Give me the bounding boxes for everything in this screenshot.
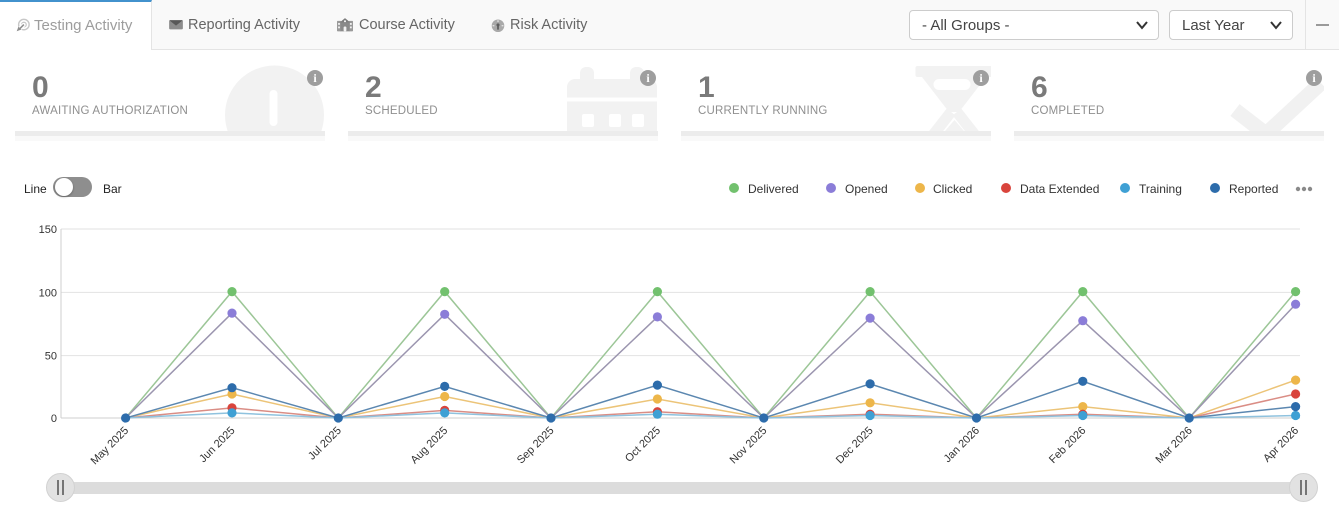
svg-text:Dec 2025: Dec 2025	[834, 425, 876, 467]
svg-text:100: 100	[39, 287, 57, 299]
svg-text:Mar 2026: Mar 2026	[1153, 425, 1194, 466]
svg-text:Apr 2026: Apr 2026	[1261, 425, 1301, 465]
svg-text:Oct 2025: Oct 2025	[623, 425, 663, 465]
svg-text:Nov 2025: Nov 2025	[728, 425, 770, 467]
svg-text:150: 150	[39, 224, 57, 236]
svg-text:Jun 2025: Jun 2025	[197, 425, 237, 465]
svg-text:Aug 2025: Aug 2025	[409, 425, 451, 467]
svg-text:Jan 2026: Jan 2026	[942, 425, 982, 465]
svg-text:0: 0	[51, 413, 57, 425]
svg-text:Feb 2026: Feb 2026	[1047, 425, 1088, 466]
svg-text:May 2025: May 2025	[89, 425, 132, 468]
svg-text:Sep 2025: Sep 2025	[515, 425, 557, 467]
svg-text:50: 50	[45, 351, 57, 363]
svg-text:Jul 2025: Jul 2025	[306, 425, 344, 463]
